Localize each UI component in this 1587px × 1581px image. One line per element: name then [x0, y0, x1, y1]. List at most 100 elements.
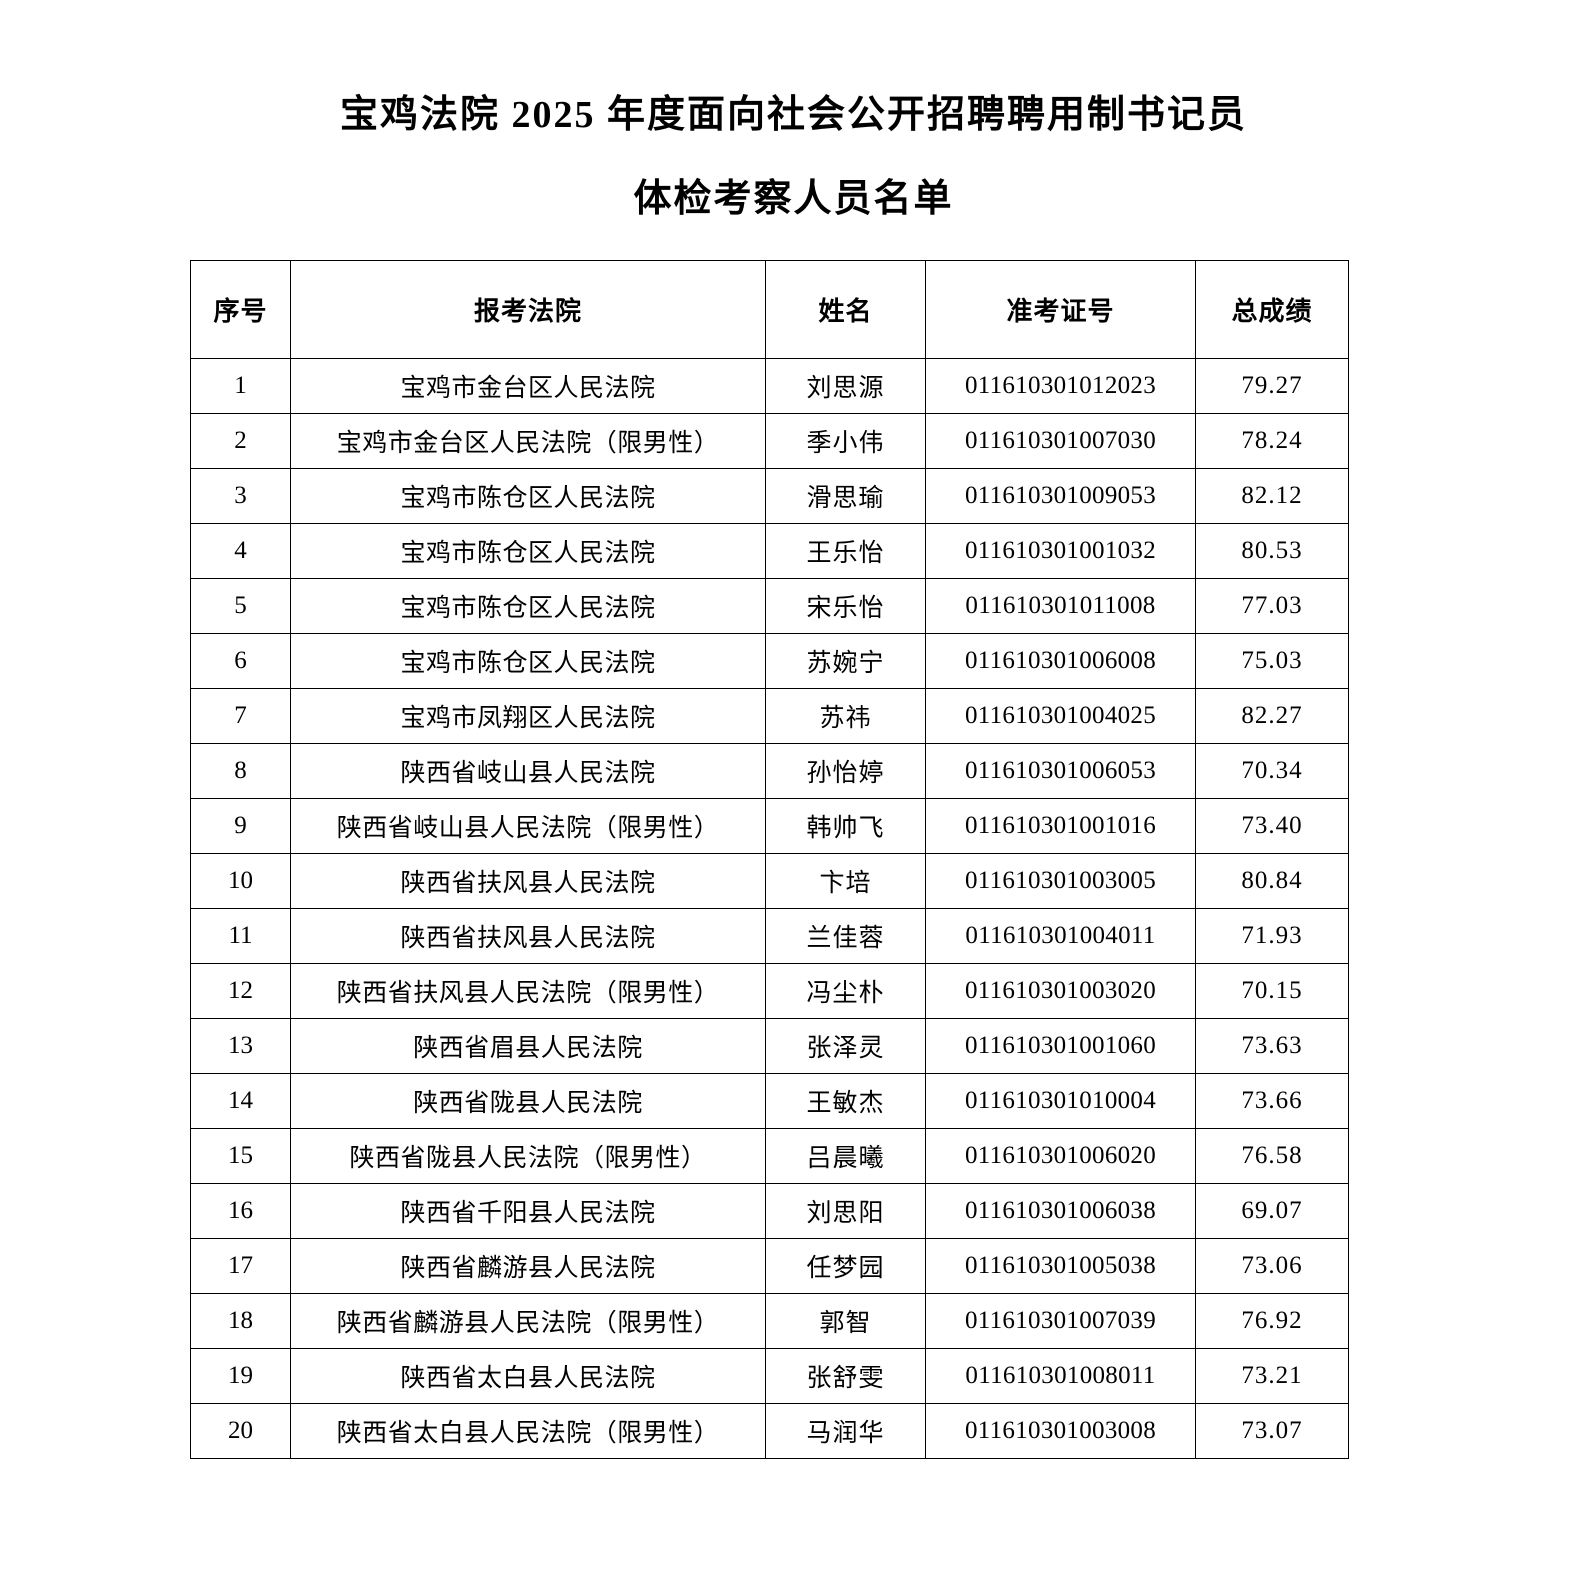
cell-score: 76.92 [1195, 1293, 1349, 1349]
cell-index: 4 [190, 523, 291, 579]
cell-score: 79.27 [1195, 358, 1349, 414]
cell-name: 马润华 [765, 1403, 926, 1459]
cell-court: 陕西省麟游县人民法院（限男性） [290, 1293, 766, 1349]
cell-court: 陕西省麟游县人民法院 [290, 1238, 766, 1294]
cell-court: 宝鸡市陈仓区人民法院 [290, 468, 766, 524]
cell-name: 张舒雯 [765, 1348, 926, 1404]
cell-ticket: 011610301003020 [925, 963, 1196, 1019]
roster-table-wrapper: 序号 报考法院 姓名 准考证号 总成绩 1 宝鸡市金台区人民法院 刘思源 011610… [0, 260, 1587, 1459]
cell-score: 71.93 [1195, 908, 1349, 964]
cell-score: 73.21 [1195, 1348, 1349, 1404]
cell-score: 73.06 [1195, 1238, 1349, 1294]
cell-ticket: 011610301001032 [925, 523, 1196, 579]
cell-index: 18 [190, 1293, 291, 1349]
table-row: 8 陕西省岐山县人民法院 孙怡婷 011610301006053 70.34 [190, 743, 1349, 799]
cell-ticket: 011610301007039 [925, 1293, 1196, 1349]
cell-index: 19 [190, 1348, 291, 1404]
table-header-row: 序号 报考法院 姓名 准考证号 总成绩 [190, 260, 1349, 359]
cell-court: 宝鸡市金台区人民法院（限男性） [290, 413, 766, 469]
cell-court: 宝鸡市陈仓区人民法院 [290, 578, 766, 634]
table-row: 5 宝鸡市陈仓区人民法院 宋乐怡 011610301011008 77.03 [190, 578, 1349, 634]
cell-ticket: 011610301011008 [925, 578, 1196, 634]
cell-ticket: 011610301001016 [925, 798, 1196, 854]
table-row: 12 陕西省扶风县人民法院（限男性） 冯尘朴 011610301003020 70.15 [190, 963, 1349, 1019]
cell-ticket: 011610301012023 [925, 358, 1196, 414]
cell-court: 陕西省扶风县人民法院 [290, 853, 766, 909]
cell-index: 17 [190, 1238, 291, 1294]
cell-score: 73.63 [1195, 1018, 1349, 1074]
cell-index: 16 [190, 1183, 291, 1239]
roster-table: 序号 报考法院 姓名 准考证号 总成绩 1 宝鸡市金台区人民法院 刘思源 011610… [190, 260, 1349, 1459]
cell-index: 6 [190, 633, 291, 689]
cell-index: 2 [190, 413, 291, 469]
cell-score: 73.07 [1195, 1403, 1349, 1459]
document-title-line-1: 宝鸡法院 2025 年度面向社会公开招聘聘用制书记员 [339, 94, 1247, 136]
cell-name: 任梦园 [765, 1238, 926, 1294]
table-row: 9 陕西省岐山县人民法院（限男性） 韩帅飞 011610301001016 73.40 [190, 798, 1349, 854]
table-row: 17 陕西省麟游县人民法院 任梦园 011610301005038 73.06 [190, 1238, 1349, 1294]
table-row: 7 宝鸡市凤翔区人民法院 苏祎 011610301004025 82.27 [190, 688, 1349, 744]
cell-ticket: 011610301003005 [925, 853, 1196, 909]
table-row: 19 陕西省太白县人民法院 张舒雯 011610301008011 73.21 [190, 1348, 1349, 1404]
cell-score: 76.58 [1195, 1128, 1349, 1184]
cell-court: 陕西省陇县人民法院（限男性） [290, 1128, 766, 1184]
cell-court: 陕西省眉县人民法院 [290, 1018, 766, 1074]
cell-name: 王敏杰 [765, 1073, 926, 1129]
cell-ticket: 011610301007030 [925, 413, 1196, 469]
cell-court: 宝鸡市陈仓区人民法院 [290, 523, 766, 579]
cell-index: 14 [190, 1073, 291, 1129]
cell-ticket: 011610301005038 [925, 1238, 1196, 1294]
cell-name: 孙怡婷 [765, 743, 926, 799]
cell-name: 韩帅飞 [765, 798, 926, 854]
cell-index: 3 [190, 468, 291, 524]
table-row: 18 陕西省麟游县人民法院（限男性） 郭智 011610301007039 76.92 [190, 1293, 1349, 1349]
cell-court: 陕西省扶风县人民法院（限男性） [290, 963, 766, 1019]
cell-name: 苏婉宁 [765, 633, 926, 689]
cell-score: 69.07 [1195, 1183, 1349, 1239]
cell-name: 刘思源 [765, 358, 926, 414]
column-header-index: 序号 [190, 260, 291, 359]
cell-name: 郭智 [765, 1293, 926, 1349]
cell-court: 陕西省太白县人民法院 [290, 1348, 766, 1404]
cell-ticket: 011610301008011 [925, 1348, 1196, 1404]
cell-index: 8 [190, 743, 291, 799]
cell-index: 7 [190, 688, 291, 744]
cell-index: 5 [190, 578, 291, 634]
column-header-score: 总成绩 [1195, 260, 1349, 359]
cell-name: 卞培 [765, 853, 926, 909]
table-row: 6 宝鸡市陈仓区人民法院 苏婉宁 011610301006008 75.03 [190, 633, 1349, 689]
cell-name: 冯尘朴 [765, 963, 926, 1019]
roster-table-head: 序号 报考法院 姓名 准考证号 总成绩 [190, 260, 1349, 359]
cell-court: 陕西省陇县人民法院 [290, 1073, 766, 1129]
cell-name: 刘思阳 [765, 1183, 926, 1239]
table-row: 2 宝鸡市金台区人民法院（限男性） 季小伟 011610301007030 78.24 [190, 413, 1349, 469]
cell-score: 80.84 [1195, 853, 1349, 909]
table-row: 16 陕西省千阳县人民法院 刘思阳 011610301006038 69.07 [190, 1183, 1349, 1239]
cell-score: 73.40 [1195, 798, 1349, 854]
cell-ticket: 011610301009053 [925, 468, 1196, 524]
cell-ticket: 011610301004025 [925, 688, 1196, 744]
cell-court: 陕西省太白县人民法院（限男性） [290, 1403, 766, 1459]
cell-name: 王乐怡 [765, 523, 926, 579]
cell-index: 1 [190, 358, 291, 414]
cell-court: 宝鸡市陈仓区人民法院 [290, 633, 766, 689]
cell-index: 15 [190, 1128, 291, 1184]
cell-name: 兰佳蓉 [765, 908, 926, 964]
column-header-court: 报考法院 [290, 260, 766, 359]
document-title-block: 宝鸡法院 2025 年度面向社会公开招聘聘用制书记员 体检考察人员名单 [0, 0, 1587, 218]
cell-court: 陕西省岐山县人民法院 [290, 743, 766, 799]
table-row: 14 陕西省陇县人民法院 王敏杰 011610301010004 73.66 [190, 1073, 1349, 1129]
table-row: 11 陕西省扶风县人民法院 兰佳蓉 011610301004011 71.93 [190, 908, 1349, 964]
cell-ticket: 011610301003008 [925, 1403, 1196, 1459]
cell-score: 78.24 [1195, 413, 1349, 469]
cell-score: 80.53 [1195, 523, 1349, 579]
cell-name: 宋乐怡 [765, 578, 926, 634]
column-header-ticket: 准考证号 [925, 260, 1196, 359]
column-header-name: 姓名 [765, 260, 926, 359]
table-row: 10 陕西省扶风县人民法院 卞培 011610301003005 80.84 [190, 853, 1349, 909]
table-row: 13 陕西省眉县人民法院 张泽灵 011610301001060 73.63 [190, 1018, 1349, 1074]
cell-score: 73.66 [1195, 1073, 1349, 1129]
table-row: 1 宝鸡市金台区人民法院 刘思源 011610301012023 79.27 [190, 358, 1349, 414]
cell-index: 11 [190, 908, 291, 964]
